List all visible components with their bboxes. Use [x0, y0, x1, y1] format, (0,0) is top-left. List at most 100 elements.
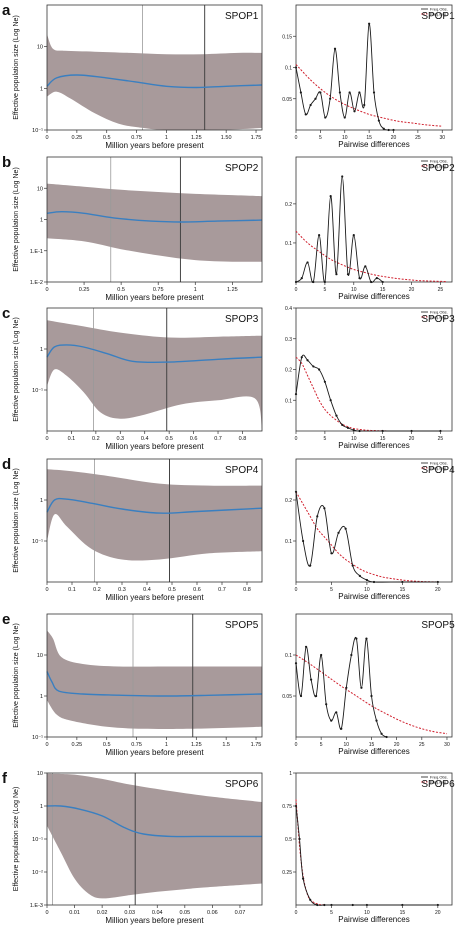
x-tick-label-e-3: 0.75 [131, 742, 142, 748]
mismatch-plot-b: 0.1 0.2 0 5 10 15 20 25 Pairwise differences SPOP… [285, 156, 455, 301]
mismatch-x-tick-label-b-5: 25 [438, 287, 444, 293]
x-tick-label-c-3: 0.3 [116, 436, 124, 442]
observed-point-a-2 [304, 113, 307, 116]
median-line-a [46, 74, 263, 89]
mismatch-x-axis-label-c: Pairwise differences [338, 441, 409, 450]
mismatch-x-tick-label-a-2: 10 [342, 135, 348, 141]
mismatch-plot-d: 0.1 0.2 0 5 10 15 20 Pairwise differences SPOP4F… [285, 458, 455, 601]
x-tick-label-a-5: 1.25 [191, 135, 202, 141]
mismatch-x-tick-label-b-4: 20 [409, 287, 415, 293]
x-tick-label-a-4: 1 [165, 135, 168, 141]
legend-exp-label-f: Freq.Exp. [430, 780, 447, 785]
skyline-title-d: SPOP4 [225, 465, 259, 476]
mismatch-y-tick-label-a-0: 0.05 [282, 97, 292, 103]
x-tick-label-a-2: 0.5 [103, 135, 111, 141]
mismatch-x-tick-label-e-0: 0 [295, 742, 298, 748]
x-tick-label-f-6: 0.06 [207, 910, 218, 916]
skyline-title-b: SPOP2 [225, 163, 259, 174]
y-tick-label-d-1: 10⁻¹ [32, 539, 43, 545]
observed-point-a-14 [363, 103, 366, 107]
x-tick-label-a-3: 0.75 [131, 135, 142, 141]
y-tick-label-f-1: 1 [40, 804, 43, 810]
y-tick-label-b-2: 1 [40, 218, 43, 224]
observed-point-a-11 [348, 91, 351, 94]
y-tick-label-f-4: 1.E-3 [30, 903, 43, 909]
mismatch-x-tick-label-b-2: 10 [351, 287, 357, 293]
x-tick-label-f-1: 0.01 [69, 910, 80, 916]
plot-frame-d [46, 458, 263, 583]
observed-point-c-4 [318, 368, 321, 371]
y-axis-label-e: Effective population size (Log Ne) [13, 623, 20, 728]
legend-obs-label-f: Freq.Obs. [430, 775, 448, 780]
hpd-band-e [47, 630, 262, 730]
x-axis-label-c: Million years before present [105, 442, 204, 451]
mismatch-frame-c [295, 307, 453, 432]
skyline-plot-d: 1 10⁻¹ 0 0.1 0.2 0.3 0.4 0.5 0.6 0.7 0.8 Million ye… [13, 458, 263, 602]
y-tick-label-b-0: 1.E-2 [30, 280, 43, 286]
observed-point-e-2 [304, 645, 308, 648]
observed-point-e-14 [365, 637, 368, 640]
y-tick-label-c-1: 10⁻¹ [32, 388, 43, 394]
legend-exp-label-d: Freq.Exp. [430, 466, 447, 471]
mismatch-y-tick-label-a-1: 0.1 [285, 66, 292, 72]
mismatch-y-tick-label-c-0: 0.1 [285, 398, 292, 404]
y-tick-label-a-1: 1 [40, 86, 43, 92]
x-tick-label-f-3: 0.03 [124, 910, 135, 916]
mismatch-x-tick-label-e-3: 15 [369, 742, 375, 748]
panel-a: a 10⁻¹ 1 10 0 0.25 0.5 0.75 1 1.25 1.50 1.75 Million… [2, 2, 455, 150]
observed-point-e-15 [370, 694, 373, 698]
observed-point-a-5 [319, 91, 322, 94]
x-tick-label-c-7: 0.7 [214, 436, 222, 442]
observed-point-c-0 [294, 393, 298, 396]
mismatch-x-tick-label-c-5: 25 [438, 436, 444, 442]
observed-point-c-11 [358, 429, 361, 433]
x-tick-label-e-6: 1.5 [222, 742, 230, 748]
observed-point-e-9 [340, 727, 343, 730]
y-tick-label-f-0: 10 [37, 771, 43, 777]
hpd-band-c [47, 320, 262, 429]
hpd-band-d [47, 469, 262, 561]
x-tick-label-b-0: 0 [45, 287, 48, 293]
y-tick-label-c-0: 1 [40, 347, 43, 353]
observed-point-c-8 [341, 423, 344, 426]
mismatch-y-tick-label-f-0: 0.25 [282, 870, 292, 876]
observed-point-c-5 [323, 380, 326, 383]
mismatch-frame-a [295, 4, 453, 131]
mismatch-x-axis-label-b: Pairwise differences [338, 292, 409, 301]
observed-point-e-12 [355, 637, 358, 640]
mismatch-legend-a: Freq.Obs.Freq.Exp. [421, 7, 448, 17]
x-tick-label-f-5: 0.05 [179, 910, 190, 916]
observed-point-e-4 [315, 694, 318, 698]
panel-e: e 10⁻¹ 1 10 0 0.25 0.5 0.75 1 1.25 1.5 1.75 Million … [2, 611, 455, 757]
observed-point-b-7 [335, 273, 338, 276]
observed-point-d-0 [294, 490, 298, 493]
mismatch-x-tick-label-c-3: 15 [380, 436, 386, 442]
x-tick-label-c-1: 0.1 [68, 436, 76, 442]
mismatch-x-tick-label-d-2: 10 [364, 587, 370, 593]
observed-point-b-13 [370, 280, 373, 284]
mismatch-frame-d [295, 458, 453, 583]
panel-letter-c: c [2, 305, 10, 322]
x-tick-label-c-2: 0.2 [92, 436, 100, 442]
mismatch-title-a: SPOP1 [421, 11, 455, 22]
observed-point-a-1 [299, 91, 302, 94]
observed-point-c-1 [300, 356, 303, 359]
x-tick-label-c-5: 0.5 [165, 436, 173, 442]
observed-point-e-6 [325, 703, 328, 706]
observed-point-b-6 [329, 194, 332, 198]
mismatch-x-tick-label-f-4: 20 [435, 910, 441, 916]
mismatch-x-tick-label-a-4: 20 [391, 135, 397, 141]
mismatch-x-tick-label-a-5: 25 [415, 135, 421, 141]
observed-point-b-3 [312, 280, 315, 284]
observed-point-b-11 [358, 276, 361, 280]
skyline-plot-a: 10⁻¹ 1 10 0 0.25 0.5 0.75 1 1.25 1.50 1.75 Million … [13, 4, 263, 150]
skyline-title-a: SPOP1 [225, 11, 259, 22]
x-tick-label-b-4: 1 [194, 287, 197, 293]
observed-point-e-5 [320, 653, 323, 657]
hpd-band-b [47, 183, 262, 262]
mismatch-y-tick-label-c-2: 0.3 [285, 337, 292, 343]
mismatch-x-tick-label-b-0: 0 [295, 287, 298, 293]
observed-point-a-18 [382, 127, 385, 130]
